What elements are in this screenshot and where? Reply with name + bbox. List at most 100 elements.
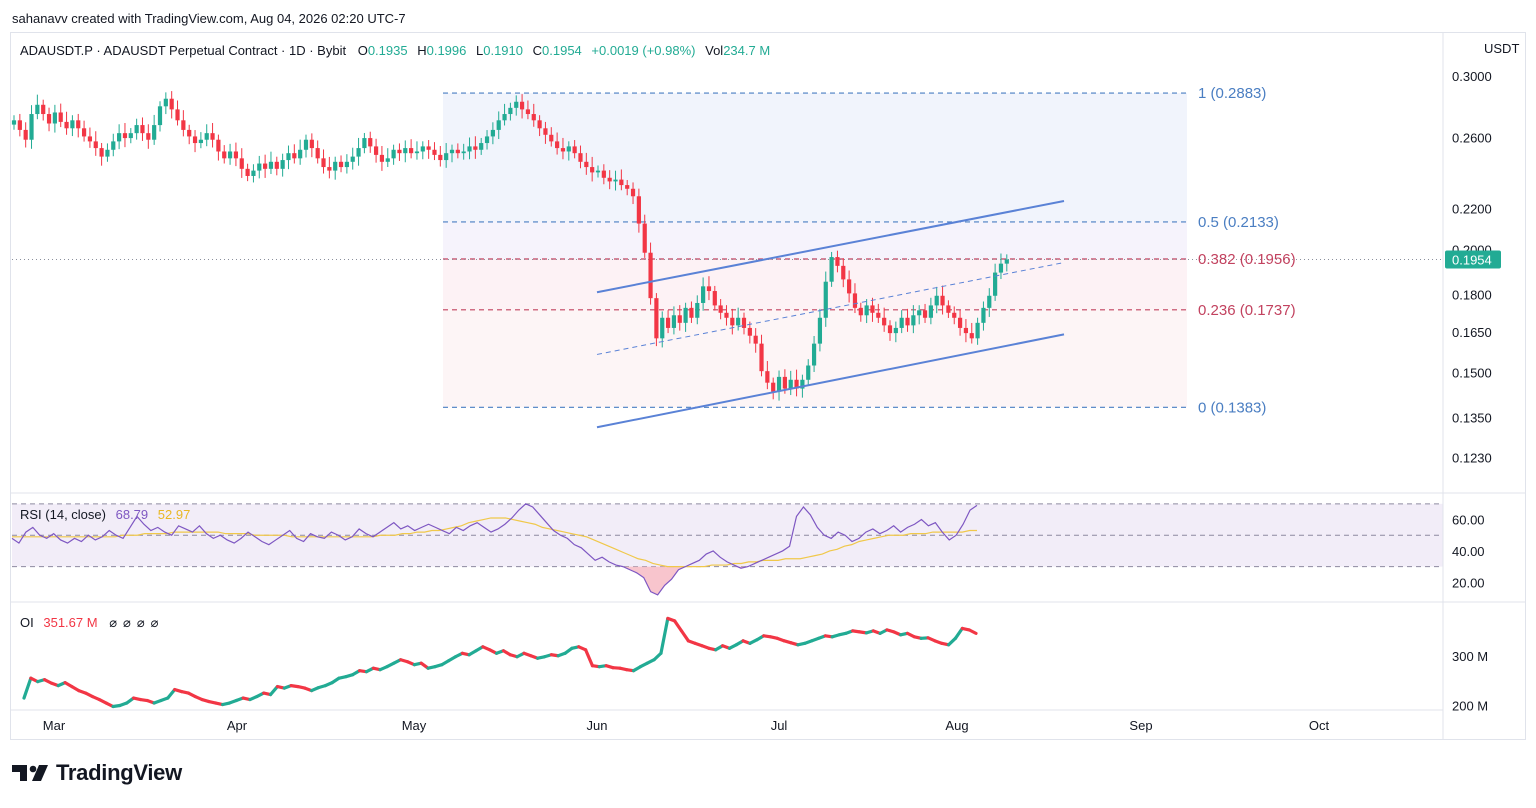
candle	[280, 153, 285, 177]
candle	[303, 134, 309, 158]
candle	[1004, 254, 1009, 272]
logo-text: TradingView	[56, 760, 182, 785]
fib-level-label: 0.236 (0.1737)	[1198, 302, 1296, 319]
candle	[117, 124, 122, 150]
oi-line-segment	[967, 628, 978, 635]
candle	[128, 128, 133, 144]
candle	[87, 127, 93, 148]
candle	[590, 156, 595, 182]
time-tick-label: Jun	[587, 718, 608, 733]
oi-empty-slots: ⌀⌀⌀⌀	[109, 615, 165, 630]
candle	[730, 308, 735, 335]
candle	[718, 299, 723, 320]
fib-level-label: 1 (0.2883)	[1198, 85, 1266, 102]
candle	[969, 322, 974, 344]
candle	[356, 137, 361, 166]
oi-line-segment	[584, 648, 595, 668]
candle	[835, 250, 840, 273]
candle	[630, 182, 636, 205]
rsi-ma-line	[12, 517, 977, 568]
candle	[414, 141, 420, 160]
oi-value: 351.67 M	[43, 615, 98, 630]
candle	[298, 139, 303, 165]
candle	[648, 242, 653, 305]
rsi-legend: RSI (14, close) 68.79 52.97	[20, 507, 190, 522]
candle	[905, 308, 910, 332]
candle	[321, 149, 326, 174]
time-tick-label: Oct	[1309, 718, 1330, 733]
candle	[350, 147, 355, 170]
candle	[251, 164, 256, 183]
candle	[613, 170, 618, 191]
candle	[327, 156, 332, 179]
rsi-tick-label: 60.00	[1452, 513, 1485, 528]
candle	[665, 310, 671, 334]
candle	[876, 303, 881, 323]
candle	[987, 288, 992, 317]
price-tick-label: 0.1800	[1452, 288, 1492, 303]
candle	[841, 258, 846, 288]
candle	[508, 102, 513, 121]
candle	[146, 124, 151, 149]
candle	[64, 111, 69, 135]
candle	[484, 130, 490, 150]
time-tick-label: Aug	[945, 718, 968, 733]
candle	[140, 117, 145, 141]
symbol-name[interactable]: ADAUSDT.P · ADAUSDT Perpetual Contract ·…	[20, 43, 347, 58]
candle	[911, 305, 916, 334]
rsi-name[interactable]: RSI (14, close)	[20, 507, 106, 522]
candle	[426, 140, 431, 159]
fib-level-label: 0.5 (0.2133)	[1198, 214, 1279, 231]
currency-label[interactable]: USDT	[1484, 41, 1520, 56]
candle	[338, 155, 344, 173]
oi-tick-label: 200 M	[1452, 699, 1488, 714]
price-tick-label: 0.1350	[1452, 411, 1492, 426]
candle	[122, 123, 128, 148]
channel-lower-line	[596, 333, 1065, 429]
candle	[852, 283, 858, 314]
candle	[70, 115, 75, 137]
candle	[572, 140, 577, 159]
candle	[899, 310, 904, 334]
candle	[934, 286, 939, 314]
candle	[584, 152, 589, 175]
fib-level-label: 0.382 (0.1956)	[1198, 251, 1296, 268]
time-tick-label: Jul	[771, 718, 788, 733]
candle	[683, 302, 688, 332]
candle	[887, 320, 893, 341]
candle	[29, 105, 34, 149]
symbol-legend: ADAUSDT.P · ADAUSDT Perpetual Contract ·…	[20, 43, 776, 58]
candle	[753, 328, 758, 353]
channel-upper-line	[596, 200, 1065, 294]
candle	[286, 145, 291, 170]
candle	[257, 155, 262, 179]
candle	[701, 277, 706, 311]
candle	[76, 113, 81, 138]
candle	[724, 305, 729, 326]
candle	[58, 103, 63, 128]
candle	[35, 94, 40, 120]
candle	[479, 137, 484, 155]
candle	[438, 145, 443, 167]
price-tick-label: 0.2200	[1452, 202, 1492, 217]
chart-frame	[10, 32, 1526, 740]
candle	[560, 137, 566, 160]
fib-level-label: 0 (0.1383)	[1198, 399, 1266, 416]
oi-line-segment	[679, 629, 690, 643]
candle	[420, 141, 425, 160]
candle	[747, 321, 752, 344]
candle	[187, 124, 192, 145]
candle	[292, 144, 297, 164]
high-value: 0.1996	[426, 43, 467, 58]
candle	[502, 103, 507, 126]
candle	[105, 143, 110, 162]
candle	[578, 145, 583, 169]
oi-line-segment	[673, 619, 684, 633]
volume-label: Vol	[705, 43, 724, 58]
oi-name[interactable]: OI	[20, 615, 34, 630]
tradingview-logo-icon	[12, 765, 48, 781]
candle	[566, 141, 571, 161]
oi-legend: OI 351.67 M ⌀⌀⌀⌀	[20, 615, 165, 631]
candle	[17, 113, 22, 137]
